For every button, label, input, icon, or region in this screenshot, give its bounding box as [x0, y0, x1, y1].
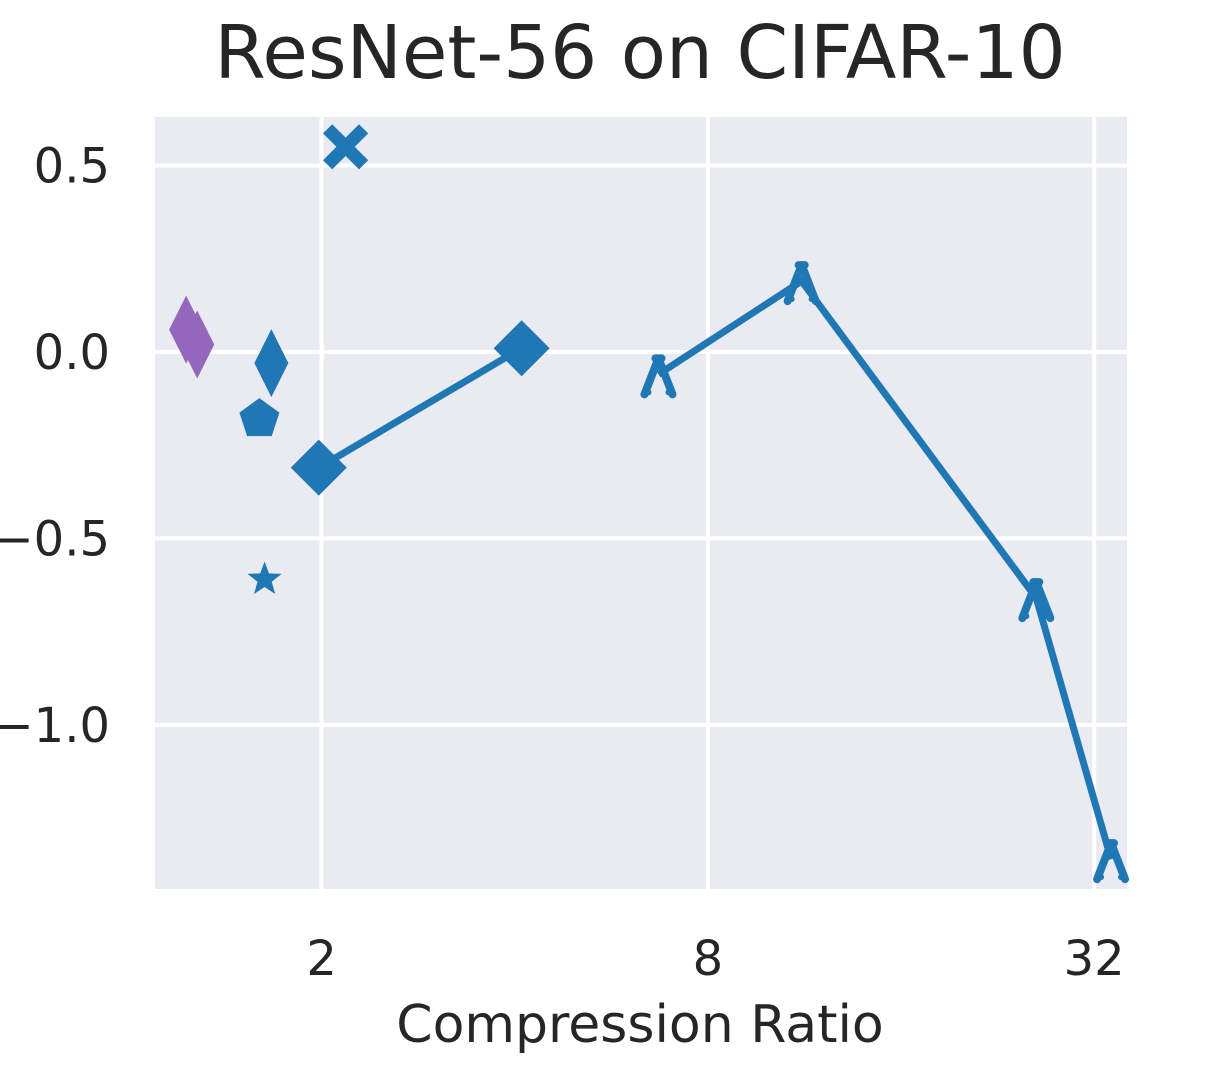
x-tick-label: 2 [306, 931, 337, 987]
x-tick-label: 32 [1064, 931, 1125, 987]
caret-marker [783, 261, 820, 306]
data-point [1093, 839, 1130, 884]
data-point [493, 320, 550, 377]
x-tick-labels: 2 8 32 [306, 931, 1124, 987]
x-axis-title: Compression Ratio [396, 995, 883, 1055]
data-point [247, 561, 282, 595]
x-tick-label: 8 [693, 931, 724, 987]
chart-title: ResNet-56 on CIFAR-10 [214, 10, 1065, 96]
thin-diamond-marker [254, 329, 289, 398]
x-marker-stroke [323, 124, 369, 170]
thin-diamond-marker [180, 310, 215, 379]
diamond-marker [493, 320, 550, 377]
data-point [290, 439, 347, 496]
data-point [239, 398, 280, 437]
caret-marker [1018, 578, 1055, 623]
data-point [1018, 578, 1055, 623]
plot-area [155, 117, 1127, 889]
series-line [317, 345, 524, 471]
series [169, 124, 1130, 884]
y-tick-label: 0.0 [34, 325, 110, 381]
pentagon-marker [239, 398, 280, 437]
caret-marker [640, 354, 677, 399]
y-tick-label: −1.0 [0, 698, 110, 754]
series-line [656, 276, 1115, 861]
y-tick-label: 0.5 [34, 138, 110, 194]
diamond-marker [290, 439, 347, 496]
data-point [783, 261, 820, 306]
caret-marker [1093, 839, 1130, 884]
grid [155, 117, 1127, 889]
data-point [180, 310, 215, 379]
star-marker [247, 561, 282, 595]
y-tick-labels: 0.5 0.0 −0.5 −1.0 [0, 138, 110, 753]
data-point [254, 329, 289, 398]
data-point [323, 124, 369, 170]
data-point [640, 354, 677, 399]
y-tick-label: −0.5 [0, 511, 110, 567]
